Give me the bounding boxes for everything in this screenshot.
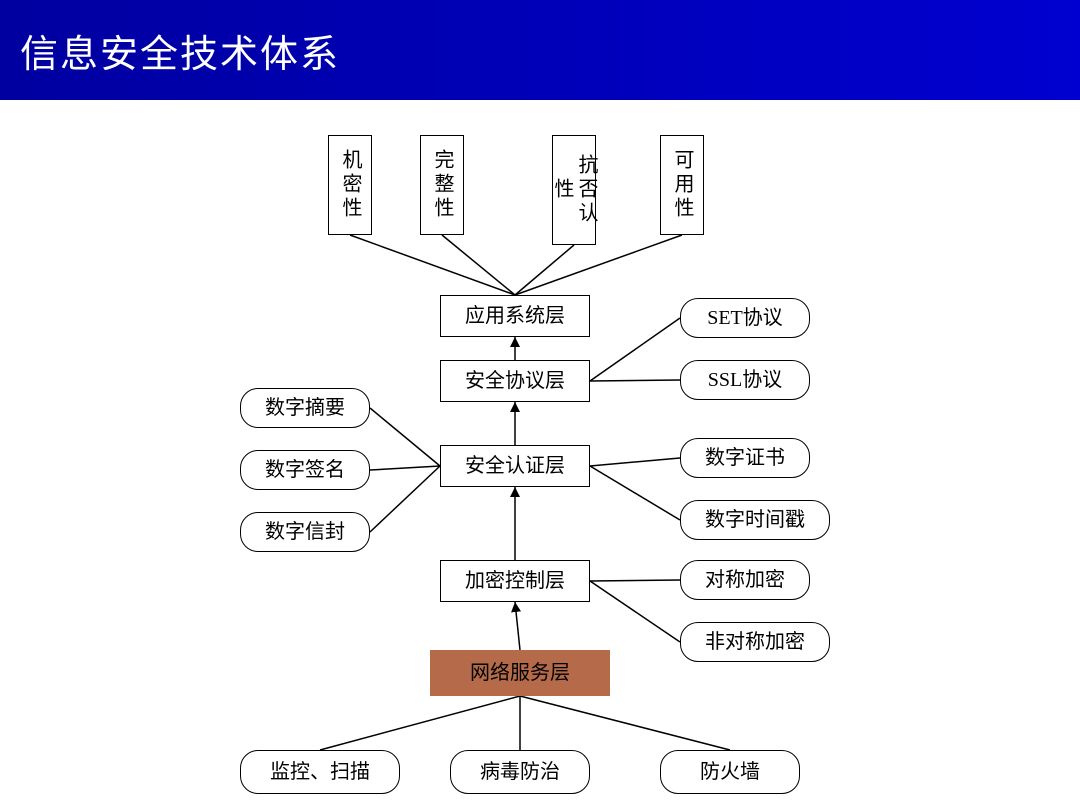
node-label-prop4: 可用性 [670, 149, 694, 221]
node-label-prop3: 抗否认性 [550, 148, 598, 232]
node-label-asym: 非对称加密 [705, 630, 805, 654]
edge-layer_auth-digest [370, 408, 440, 466]
edge-layer_proto-set [590, 318, 680, 381]
edge-layer_auth-env [370, 466, 440, 532]
node-virus: 病毒防治 [450, 750, 590, 794]
edge-layer_net-scan [320, 696, 520, 750]
node-layer_proto: 安全协议层 [440, 360, 590, 402]
node-layer_app: 应用系统层 [440, 295, 590, 337]
edge-layer_proto-ssl [590, 380, 680, 381]
page-title: 信息安全技术体系 [20, 23, 340, 78]
node-label-scan: 监控、扫描 [270, 760, 370, 784]
edge-layer_auth-cert [590, 458, 680, 466]
node-label-prop1: 机密性 [338, 149, 362, 221]
node-label-layer_net: 网络服务层 [470, 661, 570, 685]
node-label-cert: 数字证书 [705, 446, 785, 470]
edge-layer_app-prop2 [442, 235, 515, 295]
node-label-prop2: 完整性 [430, 149, 454, 221]
node-label-fw: 防火墙 [700, 760, 760, 784]
header-bar: 信息安全技术体系 [0, 0, 1080, 100]
node-cert: 数字证书 [680, 438, 810, 478]
node-label-layer_app: 应用系统层 [465, 304, 565, 328]
node-layer_net: 网络服务层 [430, 650, 610, 696]
edge-layer_crypt-sym [590, 580, 680, 581]
edge-layer_auth-stamp [590, 466, 680, 520]
node-sym: 对称加密 [680, 560, 810, 600]
edge-layer_crypt-asym [590, 581, 680, 642]
node-label-sym: 对称加密 [705, 568, 785, 592]
node-prop3: 抗否认性 [552, 135, 596, 245]
node-label-layer_auth: 安全认证层 [465, 454, 565, 478]
node-digest: 数字摘要 [240, 388, 370, 428]
node-prop1: 机密性 [328, 135, 372, 235]
node-label-sign: 数字签名 [265, 458, 345, 482]
node-label-virus: 病毒防治 [480, 760, 560, 784]
node-label-digest: 数字摘要 [265, 396, 345, 420]
node-ssl: SSL协议 [680, 360, 810, 400]
node-fw: 防火墙 [660, 750, 800, 794]
node-label-ssl: SSL协议 [708, 368, 782, 392]
node-scan: 监控、扫描 [240, 750, 400, 794]
node-set: SET协议 [680, 298, 810, 338]
node-stamp: 数字时间戳 [680, 500, 830, 540]
node-prop4: 可用性 [660, 135, 704, 235]
node-label-layer_proto: 安全协议层 [465, 369, 565, 393]
edge-layer_app-prop4 [515, 235, 682, 295]
node-asym: 非对称加密 [680, 622, 830, 662]
node-label-stamp: 数字时间戳 [705, 508, 805, 532]
node-layer_auth: 安全认证层 [440, 445, 590, 487]
node-label-env: 数字信封 [265, 520, 345, 544]
node-label-layer_crypt: 加密控制层 [465, 569, 565, 593]
edge-layer_app-prop3 [515, 245, 574, 295]
edge-layer_auth-sign [370, 466, 440, 470]
diagram-canvas: 机密性 完整性 抗否认性 可用性应用系统层安全协议层安全认证层加密控制层网络服务层 SE… [0, 100, 1080, 810]
node-prop2: 完整性 [420, 135, 464, 235]
edge-layer_net-layer_crypt [515, 602, 520, 650]
edge-layer_net-fw [520, 696, 730, 750]
node-env: 数字信封 [240, 512, 370, 552]
node-sign: 数字签名 [240, 450, 370, 490]
node-label-set: SET协议 [707, 306, 783, 330]
node-layer_crypt: 加密控制层 [440, 560, 590, 602]
edge-layer_app-prop1 [350, 235, 515, 295]
